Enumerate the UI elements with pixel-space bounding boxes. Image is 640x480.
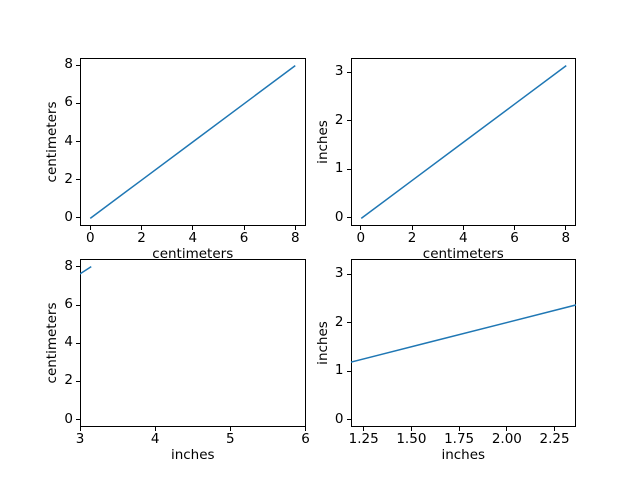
y-tick-label: 0 <box>334 410 344 427</box>
subplot-top-right: 0 2 4 6 8 0 1 2 3 centimeters inches <box>315 57 576 261</box>
y-tick-label: 6 <box>64 296 73 313</box>
y-axis-label: centimeters <box>44 302 61 384</box>
plot-area <box>360 64 567 219</box>
x-tick-mark <box>565 225 567 230</box>
x-tick-mark <box>154 427 156 432</box>
y-tick-label: 0 <box>64 209 73 226</box>
y-tick-mark <box>346 419 351 421</box>
y-tick-label: 2 <box>64 171 73 188</box>
x-axis-label: inches <box>170 447 215 464</box>
x-tick-label: 6 <box>301 431 310 448</box>
y-tick-mark <box>346 168 351 170</box>
x-tick-label: 5 <box>226 431 235 448</box>
x-tick-label: 0 <box>356 229 366 246</box>
y-tick-label: 2 <box>334 112 344 129</box>
x-tick-label: 4 <box>188 229 198 246</box>
series-line-cm-vs-cm <box>89 64 296 219</box>
y-axis-label: inches <box>314 119 331 164</box>
y-tick-label: 8 <box>64 56 73 73</box>
y-tick-mark <box>76 64 80 66</box>
y-tick-mark <box>76 380 80 382</box>
y-tick-label: 0 <box>334 209 344 226</box>
y-tick-mark <box>346 322 351 324</box>
x-tick-mark <box>79 427 81 432</box>
y-tick-label: 3 <box>334 265 344 282</box>
x-tick-label: 2 <box>407 229 417 246</box>
x-tick-label: 8 <box>561 229 571 246</box>
plot-area <box>89 64 296 219</box>
y-tick-mark <box>76 419 80 421</box>
subplot-bottom-left: 3 4 5 6 0 2 4 6 8 inches centimeters <box>44 259 310 463</box>
x-tick-mark <box>192 225 194 230</box>
x-tick-mark <box>514 225 515 230</box>
subplot-bottom-right: 1.25 1.50 1.75 2.00 2.25 0 1 2 3 inches inches <box>315 259 576 463</box>
x-tick-mark <box>458 427 460 432</box>
x-tick-label: 0 <box>85 229 95 246</box>
y-tick-mark <box>346 120 351 122</box>
y-tick-label: 2 <box>334 313 344 330</box>
plot-area <box>80 266 92 275</box>
y-tick-label: 0 <box>64 410 73 427</box>
series-line-inch-vs-inch <box>350 304 576 364</box>
y-tick-mark <box>76 342 80 344</box>
y-tick-mark <box>76 217 80 219</box>
y-tick-mark <box>76 141 80 143</box>
y-tick-mark <box>346 71 351 73</box>
x-tick-label: 1.25 <box>348 431 379 448</box>
x-tick-mark <box>411 225 413 230</box>
y-tick-label: 8 <box>64 258 73 275</box>
y-tick-label: 4 <box>64 132 73 149</box>
x-tick-mark <box>462 225 464 230</box>
x-tick-mark <box>243 225 245 230</box>
x-tick-label: 4 <box>458 229 468 246</box>
x-axis-label: centimeters <box>152 245 234 262</box>
x-tick-mark <box>294 225 296 230</box>
x-tick-mark <box>141 225 142 230</box>
y-tick-mark <box>76 179 80 181</box>
y-tick-label: 3 <box>334 63 344 80</box>
x-tick-label: 2.25 <box>539 431 570 448</box>
y-tick-mark <box>346 217 351 219</box>
y-tick-mark <box>346 273 351 275</box>
x-tick-label: 1.50 <box>396 431 427 448</box>
x-tick-mark <box>89 225 91 230</box>
x-tick-mark <box>506 427 508 432</box>
x-tick-mark <box>229 427 231 432</box>
y-tick-mark <box>76 266 80 268</box>
y-tick-label: 1 <box>334 160 344 177</box>
y-tick-label: 1 <box>334 362 344 379</box>
x-tick-mark <box>554 427 556 432</box>
y-tick-label: 4 <box>64 334 73 351</box>
x-tick-mark <box>360 225 362 230</box>
x-tick-label: 6 <box>510 229 519 246</box>
y-tick-label: 6 <box>64 94 73 111</box>
plot-area <box>350 304 576 364</box>
series-line-inch-vs-cm <box>80 266 92 275</box>
x-tick-mark <box>363 427 365 432</box>
x-tick-label: 2.00 <box>491 431 522 448</box>
x-tick-mark <box>410 427 412 432</box>
x-tick-label: 8 <box>290 229 300 246</box>
y-tick-label: 2 <box>64 372 73 389</box>
y-axis-label: centimeters <box>44 101 61 183</box>
x-tick-label: 4 <box>150 431 160 448</box>
x-tick-label: 1.75 <box>444 431 475 448</box>
y-axis-label: inches <box>314 321 331 365</box>
x-tick-label: 2 <box>137 229 146 246</box>
series-line-cm-vs-inch <box>360 64 567 219</box>
x-tick-mark <box>305 427 306 432</box>
subplot-top-left: 0 2 4 6 8 0 2 4 6 8 centimeters centimeters <box>44 57 306 261</box>
y-tick-mark <box>346 370 351 372</box>
x-tick-label: 3 <box>75 431 85 448</box>
x-tick-label: 6 <box>239 229 249 246</box>
y-tick-mark <box>76 304 80 306</box>
x-axis-label: centimeters <box>422 245 504 262</box>
y-tick-mark <box>76 102 80 104</box>
x-axis-label: inches <box>441 447 486 464</box>
